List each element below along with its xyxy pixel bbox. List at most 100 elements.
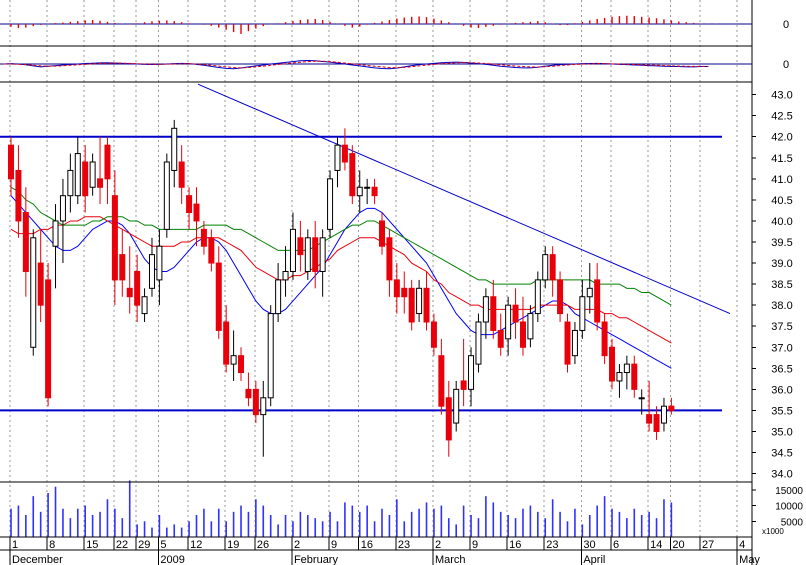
candle-body xyxy=(660,405,667,424)
candle-body xyxy=(379,220,385,247)
candle-body xyxy=(542,254,549,281)
candle xyxy=(631,355,638,398)
price-tick-label: 37.5 xyxy=(771,321,792,333)
candle-body xyxy=(22,212,29,272)
oscillator-trigger-line xyxy=(3,60,709,69)
candle xyxy=(67,153,74,213)
month-label: March xyxy=(435,554,466,565)
date-tick-label: 20 xyxy=(672,539,684,551)
date-axis: 1 8 15 22 29 5 12 19 26 2 9 16 23 2 9 16 23 30 6 14 20 27 4Dec… xyxy=(9,537,760,565)
candle-body xyxy=(594,279,601,323)
candle xyxy=(364,178,371,205)
candle-body xyxy=(512,304,519,323)
price-tick-label: 40.0 xyxy=(771,216,792,228)
candle xyxy=(623,355,630,390)
candle-body xyxy=(148,254,155,289)
candle xyxy=(97,136,104,205)
date-tick-label: 16 xyxy=(509,539,521,551)
candle-body xyxy=(475,321,482,365)
candle-body xyxy=(178,161,185,188)
candle xyxy=(230,330,237,381)
candle xyxy=(156,229,163,306)
candle xyxy=(334,136,341,188)
candle xyxy=(89,153,96,196)
candle xyxy=(134,254,141,322)
candle xyxy=(490,279,497,339)
month-label: May xyxy=(739,554,760,565)
candle xyxy=(594,263,601,331)
candle-body xyxy=(616,372,623,382)
candle-body xyxy=(519,321,526,348)
price-tick-label: 38.0 xyxy=(771,300,792,312)
candle xyxy=(445,380,452,457)
candle xyxy=(245,372,252,407)
candle-body xyxy=(252,388,259,416)
candle-body xyxy=(564,321,571,365)
histogram-zero-tick: 0 xyxy=(783,19,789,31)
candle-body xyxy=(571,329,578,357)
date-tick-label: 27 xyxy=(702,539,714,551)
candle xyxy=(557,271,564,322)
candle xyxy=(312,220,319,289)
candle-body xyxy=(230,355,237,365)
candle-body xyxy=(82,161,89,197)
candle xyxy=(609,338,616,390)
candle-body xyxy=(527,313,534,340)
candle xyxy=(141,288,148,322)
candle-body xyxy=(89,161,96,188)
candle xyxy=(393,263,400,314)
candle xyxy=(163,153,170,238)
candle xyxy=(519,296,526,356)
date-tick-label: 15 xyxy=(86,539,98,551)
candle xyxy=(453,380,460,432)
candle xyxy=(282,246,289,297)
date-tick-label: 12 xyxy=(190,539,202,551)
candle xyxy=(549,246,556,297)
candle xyxy=(171,119,178,188)
candle xyxy=(601,313,608,365)
candle-body xyxy=(371,186,378,197)
candle-body xyxy=(208,237,215,264)
date-tick-label: 14 xyxy=(650,539,662,551)
candle-body xyxy=(430,321,437,348)
candle-body xyxy=(438,355,445,407)
candle-body xyxy=(416,287,423,315)
candle-body xyxy=(104,144,111,180)
month-label: April xyxy=(583,554,605,565)
candle xyxy=(8,136,14,196)
candle-body xyxy=(238,355,245,374)
price-tick-label: 39.0 xyxy=(771,258,792,270)
price-tick-label: 38.5 xyxy=(771,279,792,291)
volume-tick-label: 5000 xyxy=(781,517,804,528)
candle xyxy=(148,237,155,297)
price-tick-label: 36.0 xyxy=(771,384,792,396)
candle xyxy=(238,347,245,381)
candle-body xyxy=(312,237,319,272)
candle xyxy=(304,229,311,280)
candle-body xyxy=(119,254,126,281)
moving-average-slow xyxy=(10,186,672,306)
date-tick-label: 19 xyxy=(227,539,239,551)
oscillator-histogram-panel: 0 xyxy=(0,15,789,34)
volume-unit-label: x1000 xyxy=(762,527,784,536)
candle xyxy=(186,187,193,230)
price-tick-label: 34.5 xyxy=(771,448,792,460)
candle-body xyxy=(557,279,564,315)
candle xyxy=(646,380,653,432)
candle-body xyxy=(393,279,400,298)
month-label: February xyxy=(294,554,339,565)
candle-body xyxy=(653,414,660,432)
candle-body xyxy=(52,220,59,247)
date-tick-label: 9 xyxy=(331,539,337,551)
candle-body xyxy=(631,363,638,390)
candle-body xyxy=(304,237,311,272)
date-tick-label: 2 xyxy=(435,539,441,551)
candle xyxy=(319,229,326,297)
candle-body xyxy=(341,144,348,163)
candle-body xyxy=(364,186,371,189)
date-tick-label: 26 xyxy=(257,539,269,551)
price-panel: 34.0 34.5 35.0 35.5 36.0 36.5 37.0 37.5 38.0 38.5… xyxy=(0,83,793,481)
candle xyxy=(341,128,348,171)
candle-body xyxy=(289,228,296,272)
candle-body xyxy=(586,287,593,298)
